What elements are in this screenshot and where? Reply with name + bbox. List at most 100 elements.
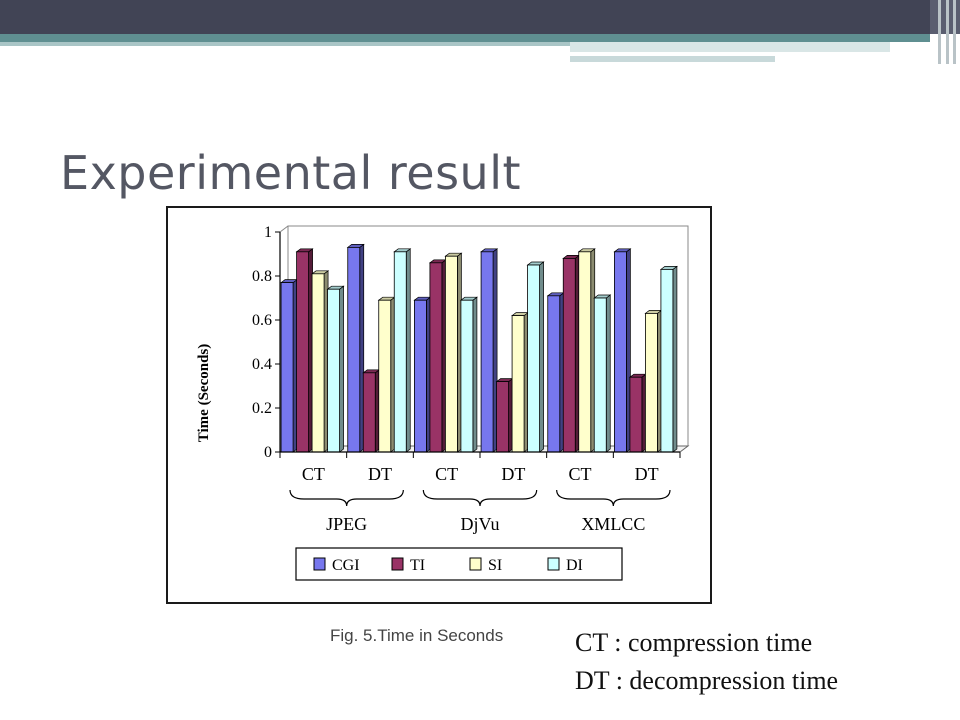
bar-front — [614, 251, 627, 453]
bar-front — [660, 269, 674, 453]
bar-front — [311, 273, 325, 453]
x-tick-label: DT — [501, 464, 525, 484]
bar-ti — [562, 254, 581, 453]
bar-di — [459, 296, 478, 453]
bar-di — [593, 294, 612, 453]
bar-si — [511, 311, 530, 453]
group-brace — [556, 489, 671, 507]
group-label: DjVu — [461, 514, 500, 534]
slide-title: Experimental result — [60, 146, 522, 200]
bar-di — [526, 261, 545, 453]
bar-di — [393, 248, 412, 453]
legend-label: TI — [410, 557, 425, 574]
header-stripe-accent-lower — [570, 56, 775, 62]
chart-axes: 0 0.2 0.4 0.6 0.8 1 CT DT CT DT CT DT JPEG DjVu XMLCC — [252, 224, 681, 534]
bar-front — [393, 251, 407, 453]
bar-front — [378, 299, 392, 453]
bar-front — [511, 315, 525, 453]
header-stripe-light — [0, 42, 570, 46]
group-label: JPEG — [326, 514, 367, 534]
bar-side — [672, 265, 678, 453]
bar-si — [444, 252, 463, 453]
chart-legend: CGI TI SI DI — [295, 547, 623, 581]
header-stripe-accent — [570, 42, 890, 52]
chart-figure: 0 0.2 0.4 0.6 0.8 1 CT DT CT DT CT DT JPEG DjVu XMLCC … — [166, 206, 712, 604]
x-tick-label: CT — [302, 464, 325, 484]
bar-ti — [295, 248, 314, 453]
legend-label: DI — [566, 557, 583, 574]
bar-front — [296, 251, 309, 453]
bar-si — [377, 296, 396, 453]
bar-cgi — [546, 292, 565, 453]
chart-wall-edge — [279, 225, 289, 233]
header-divider — [953, 0, 956, 64]
header-stripe — [0, 34, 930, 42]
bar-front — [327, 288, 340, 453]
group-label: XMLCC — [581, 514, 645, 534]
header-divider — [938, 0, 941, 64]
y-tick-label: 0.4 — [252, 356, 272, 373]
legend-label: CGI — [332, 557, 360, 574]
note-ct: CT : compression time — [575, 628, 813, 657]
group-brace — [289, 489, 404, 507]
y-tick-label: 0 — [264, 444, 272, 461]
y-tick-label: 1 — [264, 224, 272, 241]
abbreviation-notes: CT : compression time DT : decompression… — [575, 624, 838, 700]
bar-si — [644, 309, 663, 453]
bar-side — [472, 296, 478, 453]
bar-side — [539, 261, 544, 453]
bar-front — [629, 376, 643, 453]
y-tick-label: 0.8 — [252, 268, 272, 285]
bar-front — [280, 282, 294, 453]
bar-ti — [628, 373, 647, 453]
bar-side — [605, 294, 611, 453]
bar-front — [429, 262, 443, 453]
bar-side — [339, 285, 344, 453]
bar-front — [347, 247, 361, 453]
bar-front — [414, 299, 427, 453]
group-brace — [422, 489, 538, 507]
bar-front — [496, 381, 509, 453]
legend-box — [295, 547, 623, 581]
bar-cgi — [413, 296, 432, 453]
bar-front — [578, 251, 592, 453]
bar-front — [362, 372, 376, 453]
bar-front — [460, 299, 474, 453]
bar-cgi — [613, 248, 632, 453]
bar-front — [593, 297, 607, 453]
header-divider — [946, 0, 949, 64]
legend-swatch — [313, 557, 326, 571]
bar-si — [311, 270, 330, 453]
bar-front — [645, 313, 658, 453]
x-tick-label: DT — [368, 464, 392, 484]
y-axis-label: Time (Seconds) — [196, 344, 212, 442]
header-bar — [0, 0, 930, 34]
x-tick-label: CT — [435, 464, 458, 484]
bar-di — [659, 265, 678, 453]
y-tick-label: 0.6 — [252, 312, 272, 329]
note-dt: DT : decompression time — [575, 666, 839, 695]
x-tick-label: DT — [635, 464, 659, 484]
x-tick-label: CT — [568, 464, 591, 484]
bar-cgi — [280, 278, 299, 453]
legend-label: SI — [488, 557, 502, 574]
figure-caption: Fig. 5.Time in Seconds — [330, 626, 504, 645]
bar-front — [527, 264, 540, 453]
bar-side — [405, 248, 411, 453]
bar-cgi — [346, 243, 365, 453]
legend-swatch — [391, 557, 404, 571]
legend-swatch — [547, 557, 560, 571]
bar-front — [547, 295, 561, 453]
bar-ti — [428, 259, 447, 453]
bar-cgi — [480, 248, 499, 453]
legend-swatch — [469, 557, 482, 571]
bar-ti — [362, 369, 381, 453]
bar-front — [480, 251, 494, 453]
bar-ti — [495, 377, 514, 453]
y-tick-label: 0.2 — [252, 400, 272, 417]
bar-front — [445, 255, 458, 453]
bar-si — [577, 248, 596, 453]
bar-di — [326, 285, 345, 453]
chart-bars — [280, 243, 678, 453]
